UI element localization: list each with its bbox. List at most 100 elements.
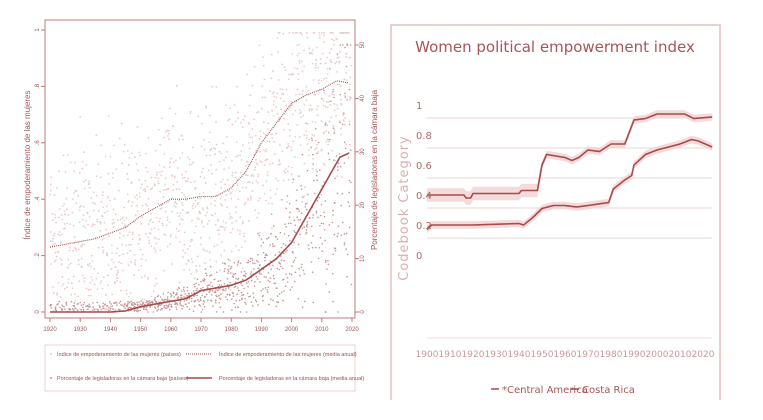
index-point bbox=[258, 137, 261, 140]
legislators-point bbox=[243, 270, 246, 273]
index-point bbox=[316, 114, 319, 117]
index-point bbox=[276, 37, 279, 39]
index-point bbox=[323, 92, 326, 94]
legislators-point bbox=[233, 262, 236, 264]
legislators-point bbox=[243, 287, 245, 290]
index-point bbox=[214, 204, 216, 207]
index-point bbox=[301, 70, 304, 73]
index-point bbox=[72, 275, 75, 278]
legislators-point bbox=[253, 285, 256, 287]
index-point bbox=[163, 136, 165, 139]
index-point bbox=[189, 112, 192, 115]
index-point bbox=[78, 221, 81, 224]
legislators-point bbox=[210, 299, 212, 302]
legislators-point bbox=[260, 289, 263, 292]
legislators-point bbox=[215, 299, 217, 302]
index-point bbox=[57, 281, 60, 284]
index-point bbox=[116, 219, 119, 222]
legislators-point bbox=[233, 302, 235, 305]
index-point bbox=[200, 171, 203, 174]
legislators-point bbox=[128, 306, 131, 309]
legislators-point bbox=[230, 298, 233, 300]
index-point bbox=[171, 210, 173, 213]
index-point bbox=[243, 203, 246, 206]
legislators-point bbox=[185, 303, 187, 306]
index-point bbox=[282, 179, 285, 182]
legislators-point bbox=[312, 216, 314, 219]
index-point bbox=[150, 212, 153, 215]
legislators-point bbox=[65, 301, 68, 304]
index-point bbox=[134, 214, 137, 217]
index-point bbox=[105, 308, 108, 311]
index-point bbox=[166, 219, 169, 221]
index-point bbox=[91, 279, 94, 281]
legislators-point bbox=[314, 192, 316, 195]
legislators-point bbox=[301, 196, 304, 199]
index-point bbox=[108, 302, 111, 305]
index-point bbox=[307, 149, 310, 152]
legislators-point bbox=[333, 96, 335, 99]
index-point bbox=[106, 210, 109, 213]
index-point bbox=[60, 242, 62, 244]
index-point bbox=[316, 108, 318, 111]
legislators-point bbox=[204, 295, 206, 298]
index-point bbox=[315, 59, 318, 61]
index-point bbox=[238, 190, 241, 193]
index-point bbox=[265, 199, 268, 202]
index-point bbox=[220, 152, 223, 155]
left-plot-frame bbox=[44, 19, 356, 319]
legislators-point bbox=[222, 288, 224, 291]
index-point bbox=[121, 162, 124, 165]
index-point bbox=[99, 282, 102, 285]
index-point bbox=[103, 276, 105, 279]
index-point bbox=[161, 117, 164, 120]
legislators-point bbox=[339, 44, 342, 46]
legislators-point bbox=[97, 308, 99, 311]
index-point bbox=[52, 286, 54, 288]
index-point bbox=[171, 174, 174, 176]
legislators-point bbox=[326, 268, 328, 270]
index-point bbox=[181, 204, 184, 206]
index-point bbox=[66, 222, 69, 225]
x-tick-label: 2020 bbox=[692, 350, 715, 360]
index-point bbox=[291, 113, 294, 116]
index-point bbox=[248, 133, 251, 136]
index-point bbox=[300, 111, 303, 113]
index-point bbox=[138, 195, 141, 198]
index-point bbox=[279, 97, 282, 100]
index-point bbox=[342, 114, 344, 116]
legislators-point bbox=[228, 293, 231, 296]
index-point bbox=[275, 188, 278, 191]
index-point bbox=[160, 207, 163, 209]
x-tick-label: 1900 bbox=[416, 350, 439, 360]
legislators-point bbox=[183, 295, 185, 298]
index-point bbox=[128, 244, 131, 246]
index-point bbox=[254, 134, 257, 137]
index-point bbox=[90, 276, 92, 279]
legislators-point bbox=[237, 261, 239, 264]
legislators-point bbox=[282, 299, 284, 302]
index-point bbox=[325, 140, 328, 143]
index-point bbox=[260, 161, 263, 163]
index-point bbox=[349, 83, 351, 86]
index-point bbox=[130, 260, 133, 263]
index-point bbox=[283, 170, 286, 173]
index-point bbox=[273, 153, 276, 156]
index-point bbox=[222, 220, 225, 223]
legislators-point bbox=[294, 271, 297, 274]
legislators-point bbox=[305, 224, 308, 227]
index-point bbox=[136, 210, 139, 213]
index-point bbox=[143, 275, 146, 277]
legislators-point bbox=[237, 260, 240, 262]
index-point bbox=[99, 222, 102, 225]
legislators-point bbox=[280, 259, 283, 261]
legislators-point bbox=[218, 297, 221, 300]
legislators-point bbox=[184, 293, 186, 295]
index-point bbox=[113, 144, 116, 147]
index-point bbox=[54, 259, 57, 261]
legislators-point bbox=[329, 67, 331, 70]
legislators-point bbox=[270, 213, 273, 216]
x-tick-label: 1920 bbox=[43, 327, 57, 333]
legislators-point bbox=[336, 235, 339, 238]
legislators-point bbox=[188, 308, 191, 311]
